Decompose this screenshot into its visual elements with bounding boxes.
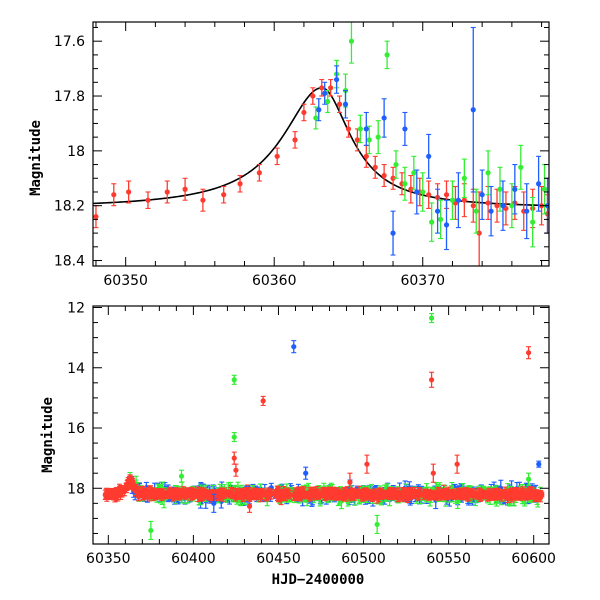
data-point xyxy=(411,170,417,176)
data-point xyxy=(437,216,444,222)
data-point xyxy=(363,153,369,159)
data-point xyxy=(333,76,340,83)
data-point xyxy=(390,230,396,236)
data-point xyxy=(237,181,243,187)
data-point xyxy=(494,203,500,209)
data-point xyxy=(449,197,456,203)
plot-area xyxy=(102,312,545,541)
data-point xyxy=(342,101,349,107)
data-point xyxy=(274,153,280,159)
data-point xyxy=(488,208,494,214)
data-point xyxy=(541,186,548,192)
data-point xyxy=(393,161,399,168)
data-point xyxy=(500,203,506,209)
data-point xyxy=(322,90,328,96)
data-point xyxy=(357,126,363,132)
y-tick-label: 18.4 xyxy=(54,254,85,270)
data-point xyxy=(316,107,322,113)
data-point xyxy=(434,208,441,214)
data-point xyxy=(443,222,450,228)
data-point xyxy=(145,197,151,203)
data-point xyxy=(313,115,319,121)
plot-frame xyxy=(92,21,550,267)
data-point xyxy=(384,52,390,58)
y-tick-label: 17.6 xyxy=(54,34,85,50)
data-point xyxy=(381,115,387,121)
data-point xyxy=(470,203,476,209)
data-point xyxy=(366,137,372,143)
data-point xyxy=(390,175,396,181)
data-point xyxy=(426,192,432,198)
data-point xyxy=(426,153,432,159)
data-point xyxy=(485,200,491,206)
data-point xyxy=(93,214,99,220)
data-point xyxy=(512,186,518,192)
data-point xyxy=(524,208,530,214)
data-point xyxy=(420,189,426,195)
data-point xyxy=(536,181,542,187)
data-point xyxy=(497,186,503,192)
data-point xyxy=(328,85,334,91)
data-point xyxy=(518,164,524,170)
data-point xyxy=(408,186,414,192)
y-tick-label: 17.8 xyxy=(54,89,85,105)
data-point xyxy=(126,189,132,195)
data-point xyxy=(381,172,387,179)
data-point xyxy=(319,85,325,91)
data-point xyxy=(485,170,491,176)
data-point xyxy=(402,181,408,187)
data-point xyxy=(182,186,188,192)
data-point xyxy=(336,101,343,107)
data-point xyxy=(354,137,360,143)
data-point xyxy=(476,230,482,236)
y-tick-label: 18 xyxy=(67,144,85,160)
data-point xyxy=(443,192,450,198)
data-point xyxy=(375,134,381,140)
data-point xyxy=(461,175,467,181)
data-point xyxy=(363,126,369,132)
data-point xyxy=(348,38,355,44)
x-tick-label: 60350 xyxy=(103,273,148,289)
data-point xyxy=(479,192,485,198)
x-tick-label: 60370 xyxy=(400,273,445,289)
model-curve xyxy=(93,87,549,207)
top-panel: 60350 60360 60370 17.6 17.8 18 18.2 18.4 xyxy=(54,21,550,289)
data-point xyxy=(292,137,298,143)
data-point xyxy=(470,107,476,113)
data-point xyxy=(325,98,331,105)
data-point xyxy=(530,219,536,225)
data-point xyxy=(301,109,307,116)
y-tick-label: 18.2 xyxy=(54,199,85,215)
data-point xyxy=(372,164,378,170)
plot-area xyxy=(93,22,549,266)
data-point xyxy=(429,219,435,225)
x-tick-label: 60360 xyxy=(252,273,297,289)
data-point xyxy=(345,126,352,132)
data-point xyxy=(200,197,206,203)
data-point xyxy=(473,208,479,214)
data-point xyxy=(455,197,461,203)
data-point xyxy=(164,189,170,195)
data-point xyxy=(414,189,420,195)
data-point xyxy=(310,93,316,99)
data-point xyxy=(111,192,117,198)
data-point xyxy=(221,192,227,198)
data-point xyxy=(402,126,408,132)
data-point xyxy=(256,170,262,176)
data-point xyxy=(461,197,467,203)
data-point xyxy=(509,203,515,209)
